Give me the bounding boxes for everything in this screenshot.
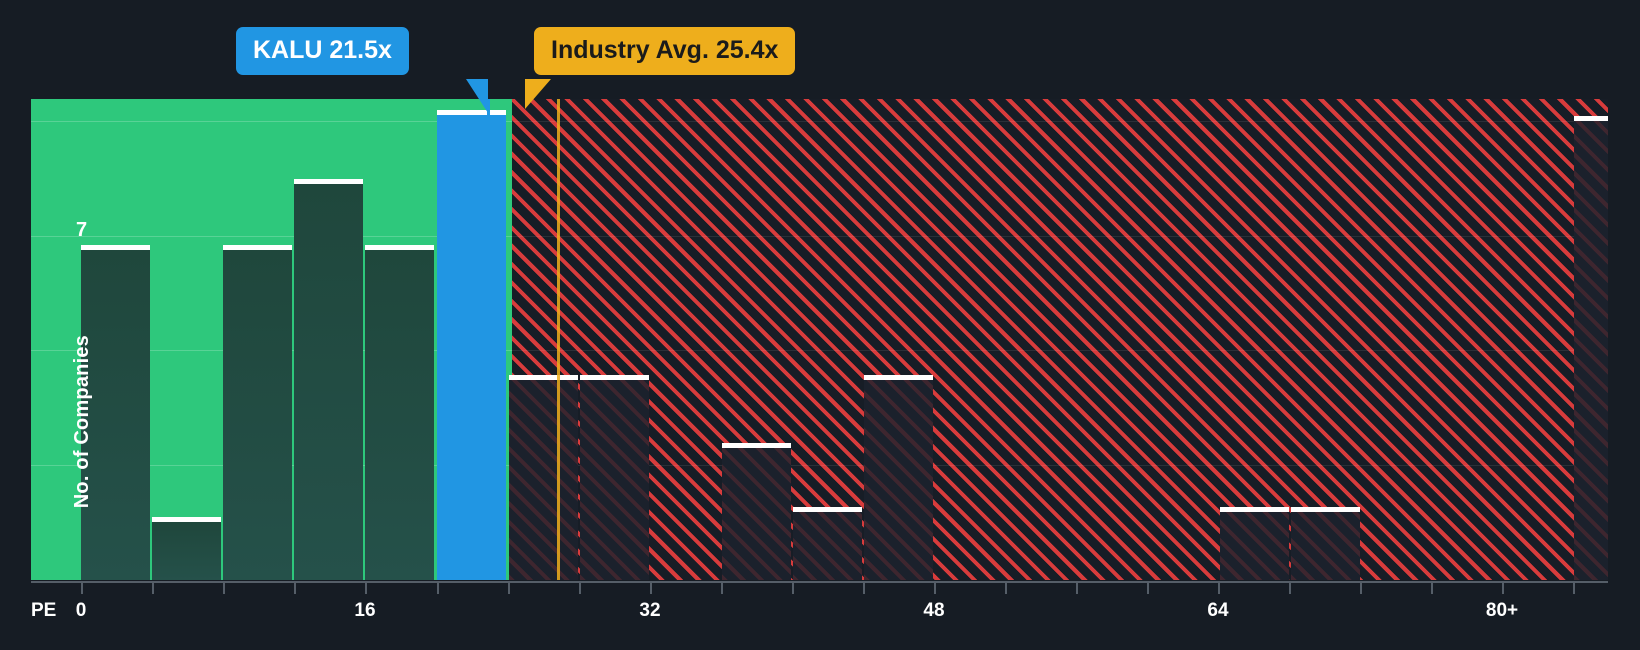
bar-body xyxy=(722,448,791,580)
bar-top-cap xyxy=(294,179,363,184)
bar-top-cap xyxy=(864,375,933,380)
gridline xyxy=(31,236,512,237)
histogram-bar xyxy=(223,245,292,580)
bar-top-cap xyxy=(1220,507,1289,512)
x-axis-tick xyxy=(1502,583,1504,594)
histogram-bar xyxy=(81,245,150,580)
bar-hatch xyxy=(793,512,862,580)
x-axis-tick-label: 32 xyxy=(639,600,661,621)
bar-body xyxy=(294,184,363,580)
x-axis-tick xyxy=(1005,583,1007,594)
bar-body xyxy=(365,250,434,580)
x-axis-tick-label: 16 xyxy=(354,600,376,621)
x-axis-tick xyxy=(1147,583,1149,594)
histogram-bar xyxy=(437,110,506,580)
histogram-bar xyxy=(1220,507,1289,580)
x-axis-line xyxy=(31,581,1608,583)
histogram-bar xyxy=(365,245,434,580)
x-axis-tick xyxy=(223,583,225,594)
bar-top-cap xyxy=(223,245,292,250)
bar-body xyxy=(1574,121,1608,580)
bar-hatch xyxy=(509,380,578,580)
x-axis-tick xyxy=(1573,583,1575,594)
histogram-bar xyxy=(864,375,933,580)
gridline xyxy=(31,121,512,122)
bar-hatch xyxy=(1574,121,1608,580)
x-axis-tick xyxy=(863,583,865,594)
x-axis-tick xyxy=(1218,583,1220,594)
company-pe-callout[interactable]: KALU 21.5x xyxy=(236,27,409,76)
x-axis-prefix-label: PE xyxy=(31,600,57,621)
industry-callout-tail xyxy=(525,79,551,109)
bar-body xyxy=(1220,512,1289,580)
y-axis-title: No. of Companies xyxy=(71,334,93,508)
x-axis-tick-label: 0 xyxy=(75,600,87,621)
x-axis-tick xyxy=(1360,583,1362,594)
overvalued-zone xyxy=(512,99,1608,580)
x-axis-tick xyxy=(934,583,936,594)
bar-top-cap xyxy=(365,245,434,250)
x-axis-tick xyxy=(650,583,652,594)
bar-top-cap xyxy=(793,507,862,512)
bar-body xyxy=(793,512,862,580)
company-callout-tail xyxy=(404,79,488,113)
x-axis-tick xyxy=(1076,583,1078,594)
bar-body xyxy=(437,115,506,580)
x-axis-tick xyxy=(508,583,510,594)
bar-top-cap xyxy=(81,245,150,250)
histogram-bar xyxy=(152,517,221,580)
x-axis-tick xyxy=(792,583,794,594)
x-axis-tick xyxy=(81,583,83,594)
bar-hatch xyxy=(864,380,933,580)
histogram-bar xyxy=(1291,507,1360,580)
x-axis-tick-label: 64 xyxy=(1207,600,1229,621)
bar-top-cap xyxy=(580,375,649,380)
bar-hatch xyxy=(722,448,791,580)
x-axis-tick-label: 48 xyxy=(923,600,945,621)
industry-average-marker-line xyxy=(557,99,560,580)
x-axis-tick xyxy=(294,583,296,594)
bar-body xyxy=(1291,512,1360,580)
x-axis-tick xyxy=(721,583,723,594)
bar-body xyxy=(509,380,578,580)
y-axis-top-value: 7 xyxy=(76,219,88,241)
gridline xyxy=(31,465,1608,466)
gridline xyxy=(31,121,1608,122)
company-marker-line xyxy=(487,99,490,115)
bar-body xyxy=(580,380,649,580)
bar-body xyxy=(152,522,221,580)
bar-hatch xyxy=(1220,512,1289,580)
gridline xyxy=(31,350,1608,351)
bar-top-cap xyxy=(1574,116,1608,121)
x-axis-tick xyxy=(1289,583,1291,594)
bar-top-cap xyxy=(152,517,221,522)
bar-body xyxy=(223,250,292,580)
x-axis-tick xyxy=(152,583,154,594)
x-axis-tick xyxy=(1431,583,1433,594)
industry-average-callout[interactable]: Industry Avg. 25.4x xyxy=(534,27,796,76)
bar-top-cap xyxy=(1291,507,1360,512)
bar-body xyxy=(864,380,933,580)
bar-body xyxy=(81,250,150,580)
histogram-bar xyxy=(509,375,578,580)
chart-plot-area: 7 No. of Companies xyxy=(31,99,1608,580)
histogram-bar xyxy=(294,179,363,580)
bar-top-cap xyxy=(509,375,578,380)
histogram-bar xyxy=(1574,116,1608,580)
bar-top-cap xyxy=(437,110,506,115)
histogram-bar xyxy=(793,507,862,580)
bar-top-cap xyxy=(722,443,791,448)
x-axis-tick xyxy=(579,583,581,594)
x-axis-tick xyxy=(437,583,439,594)
x-axis-tick-label: 80+ xyxy=(1485,600,1519,621)
bar-hatch xyxy=(1291,512,1360,580)
x-axis-tick xyxy=(365,583,367,594)
bar-hatch xyxy=(580,380,649,580)
gridline xyxy=(31,236,1608,237)
hatch-pattern xyxy=(512,99,1608,580)
histogram-bar xyxy=(722,443,791,580)
histogram-bar xyxy=(580,375,649,580)
